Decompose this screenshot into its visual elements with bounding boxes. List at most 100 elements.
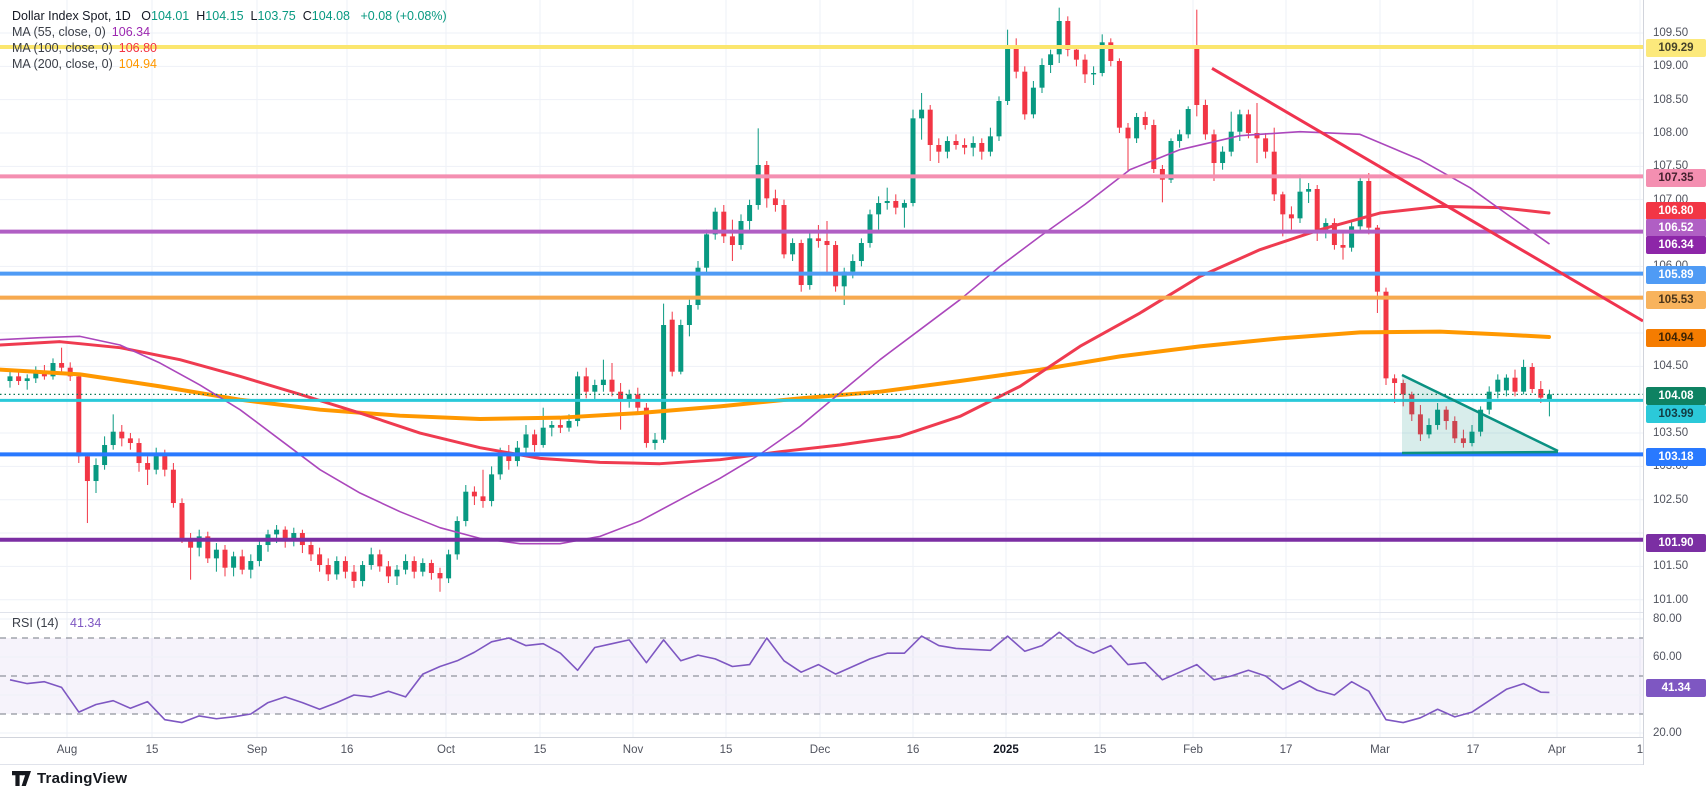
ma-legend-rows: MA (55, close, 0) 106.34 MA (100, close, 0… bbox=[12, 24, 447, 72]
symbol-legend[interactable]: Dollar Index Spot, 1D O104.01 H104.15 L103… bbox=[12, 8, 447, 72]
candle-down bbox=[557, 425, 563, 428]
candle-down bbox=[1417, 414, 1423, 435]
candle-up bbox=[93, 465, 99, 482]
ma-legend-label: MA (100, close, 0) bbox=[12, 41, 113, 55]
candle-down bbox=[222, 549, 228, 568]
candle-up bbox=[987, 136, 993, 152]
tradingview-branding[interactable]: TradingView bbox=[12, 770, 127, 787]
candle-up bbox=[858, 243, 864, 262]
candle-down bbox=[927, 109, 933, 146]
candle-up bbox=[248, 561, 254, 570]
ohlc-field-value: 104.01 bbox=[151, 9, 190, 23]
candle-up bbox=[850, 261, 856, 272]
candle-down bbox=[325, 565, 331, 575]
time-axis-label: 15 bbox=[145, 744, 159, 756]
candle-down bbox=[1254, 133, 1260, 139]
candle-up bbox=[1469, 431, 1475, 444]
ma-legend-row[interactable]: MA (100, close, 0) 106.80 bbox=[12, 40, 447, 56]
candle-up bbox=[790, 243, 796, 255]
pane-separator[interactable] bbox=[0, 612, 1643, 613]
price-axis-label: 109.00 bbox=[1653, 60, 1689, 73]
candle-down bbox=[308, 545, 314, 555]
candle-up bbox=[876, 203, 882, 215]
candle-up bbox=[1478, 409, 1484, 432]
price-axis[interactable]: 109.50109.00108.50108.00107.50107.00106.… bbox=[1643, 0, 1708, 765]
descending-trendline bbox=[1211, 67, 1644, 323]
ma-legend-row[interactable]: MA (55, close, 0) 106.34 bbox=[12, 24, 447, 40]
candle-up bbox=[1039, 65, 1045, 88]
price-label-badge: 104.08 bbox=[1646, 387, 1706, 405]
ma-legend-row[interactable]: MA (200, close, 0) 104.94 bbox=[12, 56, 447, 72]
price-axis-label: 103.50 bbox=[1653, 427, 1689, 440]
candle-down bbox=[936, 145, 942, 152]
candle-down bbox=[205, 536, 211, 559]
ma100-line bbox=[0, 204, 1551, 466]
candle-down bbox=[833, 245, 839, 287]
candle-down bbox=[764, 165, 770, 199]
candle-down bbox=[127, 438, 133, 444]
candle-up bbox=[463, 491, 469, 522]
candle-down bbox=[781, 205, 787, 255]
rsi-legend[interactable]: RSI (14) 41.34 bbox=[12, 616, 101, 630]
candle-down bbox=[1065, 20, 1071, 50]
price-label-badge: 41.34 bbox=[1646, 679, 1706, 697]
candle-down bbox=[1538, 389, 1544, 398]
price-label-badge: 109.29 bbox=[1646, 39, 1706, 57]
candle-down bbox=[84, 456, 90, 482]
candle-up bbox=[1323, 223, 1329, 230]
candle-up bbox=[686, 305, 692, 326]
time-axis-label: 15 bbox=[533, 744, 547, 756]
candle-up bbox=[1091, 73, 1097, 75]
candle-up bbox=[996, 101, 1002, 137]
time-axis-label: Mar bbox=[1370, 744, 1390, 756]
candle-down bbox=[669, 319, 675, 372]
ma-legend-label: MA (55, close, 0) bbox=[12, 25, 106, 39]
candle-up bbox=[523, 434, 529, 448]
price-label-badge: 104.94 bbox=[1646, 329, 1706, 347]
candle-up bbox=[50, 363, 56, 377]
candle-down bbox=[979, 143, 985, 152]
candle-down bbox=[1116, 61, 1122, 128]
candle-up bbox=[231, 556, 237, 568]
candle-up bbox=[807, 238, 813, 286]
candle-down bbox=[145, 463, 151, 470]
candle-down bbox=[385, 566, 391, 577]
candle-up bbox=[704, 234, 710, 268]
candle-up bbox=[497, 454, 503, 475]
candle-down bbox=[953, 141, 959, 146]
ma-legend-value: 106.34 bbox=[111, 25, 151, 39]
candle-down bbox=[721, 211, 727, 237]
candle-down bbox=[317, 554, 323, 566]
ma-legend-value: 106.80 bbox=[118, 41, 157, 55]
candle-up bbox=[755, 165, 761, 206]
candle-up bbox=[1005, 47, 1011, 102]
candle-up bbox=[1306, 189, 1312, 192]
triangle-upper-line bbox=[1401, 373, 1559, 453]
candle-up bbox=[592, 385, 598, 392]
price-chart-canvas[interactable] bbox=[0, 0, 1708, 765]
candle-down bbox=[506, 454, 512, 462]
candle-up bbox=[153, 454, 159, 470]
candle-up bbox=[1048, 54, 1054, 66]
candle-up bbox=[454, 521, 460, 555]
time-axis[interactable]: Aug 15 Sep 16 Oct 15 Nov 15 Dec 16 2025 15 Feb 17 Mar 1… bbox=[0, 737, 1708, 765]
candle-down bbox=[1073, 49, 1079, 60]
candle-up bbox=[695, 267, 701, 306]
candle-down bbox=[1271, 151, 1277, 195]
candle-up bbox=[1503, 377, 1509, 391]
price-label-badge: 103.18 bbox=[1646, 448, 1706, 466]
candle-down bbox=[824, 241, 830, 246]
candle-up bbox=[566, 421, 572, 428]
ohlc-field-label: L bbox=[250, 9, 258, 23]
candle-down bbox=[76, 376, 82, 457]
time-axis-label: 17 bbox=[1466, 744, 1480, 756]
candle-down bbox=[1400, 383, 1406, 395]
candle-down bbox=[1383, 291, 1389, 379]
candle-down bbox=[1314, 189, 1320, 230]
candle-down bbox=[1202, 105, 1208, 135]
symbol-ohlc-row[interactable]: Dollar Index Spot, 1D O104.01 H104.15 L103… bbox=[12, 8, 447, 24]
candle-down bbox=[729, 236, 735, 246]
candle-up bbox=[540, 427, 546, 446]
symbol-title: Dollar Index Spot, 1D bbox=[12, 9, 131, 23]
candle-up bbox=[1220, 151, 1226, 164]
